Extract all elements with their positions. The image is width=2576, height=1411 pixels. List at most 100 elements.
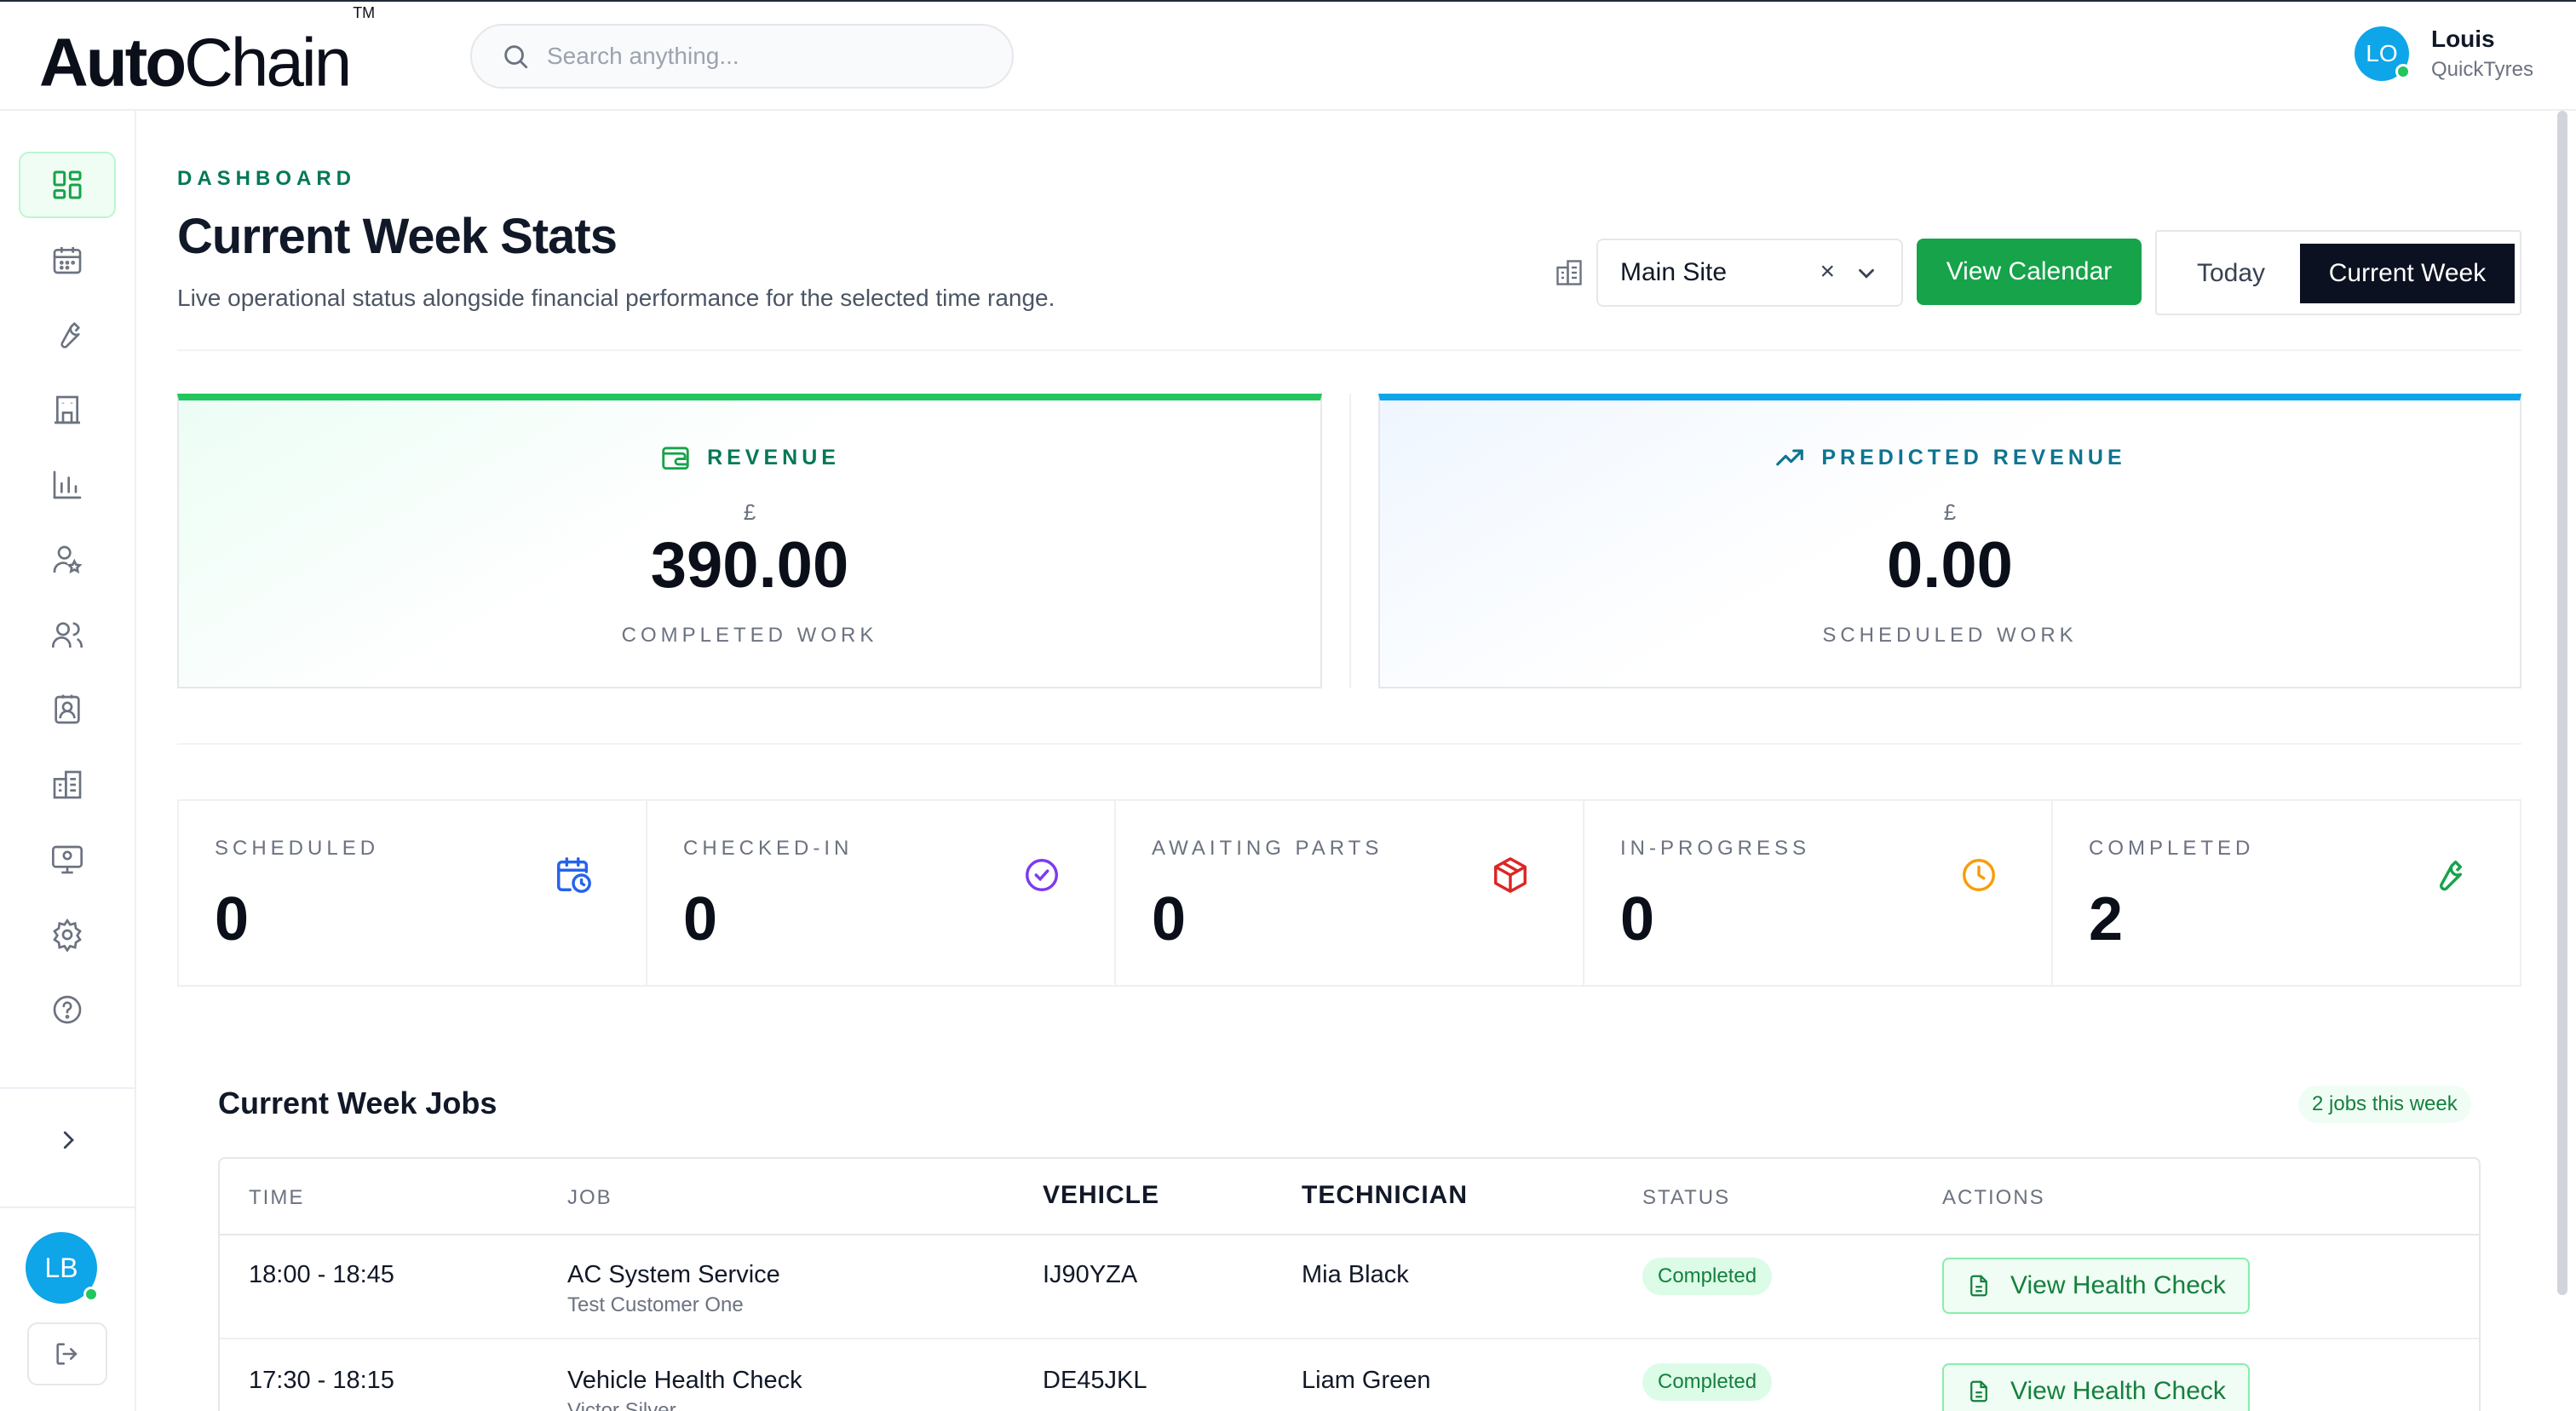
sidebar-item-help[interactable] bbox=[19, 976, 116, 1043]
expand-sidebar-button[interactable] bbox=[43, 1114, 94, 1166]
avatar-initials: LO bbox=[2366, 40, 2398, 66]
sidebar-divider bbox=[0, 1207, 135, 1208]
stat-value: 2 bbox=[2089, 885, 2124, 953]
status-stats: SCHEDULED 0 CHECKED-IN 0 AWAITING PARTS … bbox=[177, 799, 2521, 987]
time-range-toggle: Today Current Week bbox=[2155, 230, 2521, 315]
jobs-section-title: Current Week Jobs bbox=[218, 1086, 497, 1120]
building-icon bbox=[55, 395, 80, 424]
stat-label: IN-PROGRESS bbox=[1620, 837, 1811, 860]
column-header-technician[interactable]: TECHNICIAN bbox=[1302, 1181, 1468, 1209]
avatar[interactable]: LO bbox=[2354, 26, 2411, 81]
document-icon bbox=[1970, 1275, 1987, 1297]
sidebar-item-settings[interactable] bbox=[19, 901, 116, 968]
job-name[interactable]: AC System Service bbox=[567, 1261, 780, 1288]
section-eyebrow: DASHBOARD bbox=[177, 167, 356, 190]
job-time: 18:00 - 18:45 bbox=[249, 1261, 394, 1288]
job-vehicle: IJ90YZA bbox=[1043, 1261, 1138, 1288]
stat-label: CHECKED-IN bbox=[683, 837, 854, 860]
job-time: 17:30 - 18:15 bbox=[249, 1367, 394, 1394]
revenue-card: REVENUE £ 390.00 COMPLETED WORK bbox=[177, 394, 1322, 688]
view-health-check-button[interactable]: View Health Check bbox=[1942, 1258, 2250, 1314]
table-header: TIME JOB VEHICLE TECHNICIAN STATUS ACTIO… bbox=[220, 1159, 2479, 1235]
wrench-icon bbox=[60, 322, 80, 348]
user-menu[interactable]: LO Louis QuickTyres bbox=[2354, 26, 2533, 82]
table-row[interactable]: 17:30 - 18:15 Vehicle Health Check Victo… bbox=[220, 1341, 2479, 1411]
trademark: TM bbox=[353, 4, 376, 21]
profile-avatar[interactable]: LB bbox=[26, 1232, 99, 1304]
chevron-down-icon[interactable] bbox=[1854, 261, 1879, 286]
sidebar-item-workshop[interactable] bbox=[19, 377, 116, 443]
clear-selection-button[interactable]: × bbox=[1820, 257, 1835, 285]
jobs-table: TIME JOB VEHICLE TECHNICIAN STATUS ACTIO… bbox=[218, 1157, 2481, 1411]
search-box[interactable] bbox=[470, 24, 1014, 89]
stat-awaiting-parts: AWAITING PARTS 0 bbox=[1116, 801, 1584, 985]
job-technician: Mia Black bbox=[1302, 1261, 1409, 1288]
stat-label: SCHEDULED bbox=[215, 837, 380, 860]
column-header-vehicle[interactable]: VEHICLE bbox=[1043, 1181, 1160, 1209]
column-header-job[interactable]: JOB bbox=[567, 1186, 612, 1209]
range-current-week-button[interactable]: Current Week bbox=[2300, 244, 2515, 303]
help-icon bbox=[53, 995, 82, 1024]
logout-button[interactable] bbox=[27, 1322, 107, 1385]
divider bbox=[177, 349, 2521, 351]
predicted-revenue-title: PREDICTED REVENUE bbox=[1821, 445, 2126, 469]
top-bar: AutoChainTM LO Louis QuickTyres bbox=[0, 0, 2576, 111]
search-input[interactable] bbox=[547, 43, 990, 70]
job-customer: Test Customer One bbox=[567, 1293, 744, 1316]
table-row[interactable]: 18:00 - 18:45 AC System Service Test Cus… bbox=[220, 1235, 2479, 1339]
stat-label: COMPLETED bbox=[2089, 837, 2255, 860]
calendar-icon bbox=[53, 247, 82, 274]
sidebar-item-reports[interactable] bbox=[19, 452, 116, 518]
trending-up-icon bbox=[1776, 449, 1804, 466]
user-star-icon bbox=[53, 545, 83, 574]
sidebar: LB bbox=[0, 111, 136, 1411]
stat-checked-in: CHECKED-IN 0 bbox=[647, 801, 1116, 985]
search-icon bbox=[504, 45, 528, 69]
predicted-revenue-note: SCHEDULED WORK bbox=[1822, 624, 2078, 647]
package-icon bbox=[1494, 857, 1527, 893]
stat-value: 0 bbox=[683, 885, 718, 953]
stat-value: 0 bbox=[1152, 885, 1187, 953]
job-name[interactable]: Vehicle Health Check bbox=[567, 1367, 802, 1394]
column-header-status[interactable]: STATUS bbox=[1642, 1186, 1731, 1209]
view-calendar-button[interactable]: View Calendar bbox=[1917, 239, 2142, 305]
predicted-revenue-card: PREDICTED REVENUE £ 0.00 SCHEDULED WORK bbox=[1378, 394, 2521, 688]
sidebar-item-customers[interactable] bbox=[19, 602, 116, 668]
revenue-title: REVENUE bbox=[707, 445, 840, 469]
wrench-icon bbox=[2440, 860, 2463, 891]
sidebar-item-portal[interactable] bbox=[19, 826, 116, 893]
sidebar-item-staff[interactable] bbox=[19, 527, 116, 593]
sidebar-item-jobs[interactable] bbox=[19, 302, 116, 368]
site-select-value: Main Site bbox=[1620, 258, 1728, 286]
sidebar-item-dashboard[interactable] bbox=[19, 152, 116, 218]
wallet-icon bbox=[662, 446, 689, 470]
revenue-value: 390.00 bbox=[650, 529, 849, 602]
view-health-check-button[interactable]: View Health Check bbox=[1942, 1363, 2250, 1411]
column-header-time[interactable]: TIME bbox=[249, 1186, 305, 1209]
range-today-button[interactable]: Today bbox=[2167, 244, 2295, 303]
divider bbox=[1349, 394, 1351, 688]
stat-value: 0 bbox=[215, 885, 250, 953]
site-select[interactable]: Main Site × bbox=[1596, 239, 1903, 307]
check-circle-icon bbox=[1026, 859, 1058, 891]
offices-icon bbox=[53, 770, 82, 799]
monitor-user-icon bbox=[52, 845, 83, 874]
sidebar-item-contacts[interactable] bbox=[19, 677, 116, 743]
stat-label: AWAITING PARTS bbox=[1152, 837, 1383, 860]
column-header-actions: ACTIONS bbox=[1942, 1186, 2045, 1209]
logout-icon bbox=[56, 1343, 78, 1365]
sidebar-item-calendar[interactable] bbox=[19, 227, 116, 293]
document-icon bbox=[1970, 1380, 1987, 1402]
clock-icon bbox=[1963, 859, 1995, 891]
building-icon bbox=[1556, 260, 1582, 285]
online-indicator bbox=[2395, 64, 2411, 79]
brand-logo[interactable]: AutoChainTM bbox=[39, 4, 376, 101]
revenue-currency: £ bbox=[743, 499, 756, 525]
jobs-count-badge: 2 jobs this week bbox=[2298, 1086, 2471, 1123]
contact-card-icon bbox=[55, 694, 80, 724]
status-badge: Completed bbox=[1642, 1363, 1773, 1401]
sidebar-item-sites[interactable] bbox=[19, 752, 116, 818]
view-health-check-label: View Health Check bbox=[2010, 1271, 2226, 1299]
scrollbar[interactable] bbox=[2557, 111, 2567, 1295]
users-icon bbox=[52, 622, 83, 648]
